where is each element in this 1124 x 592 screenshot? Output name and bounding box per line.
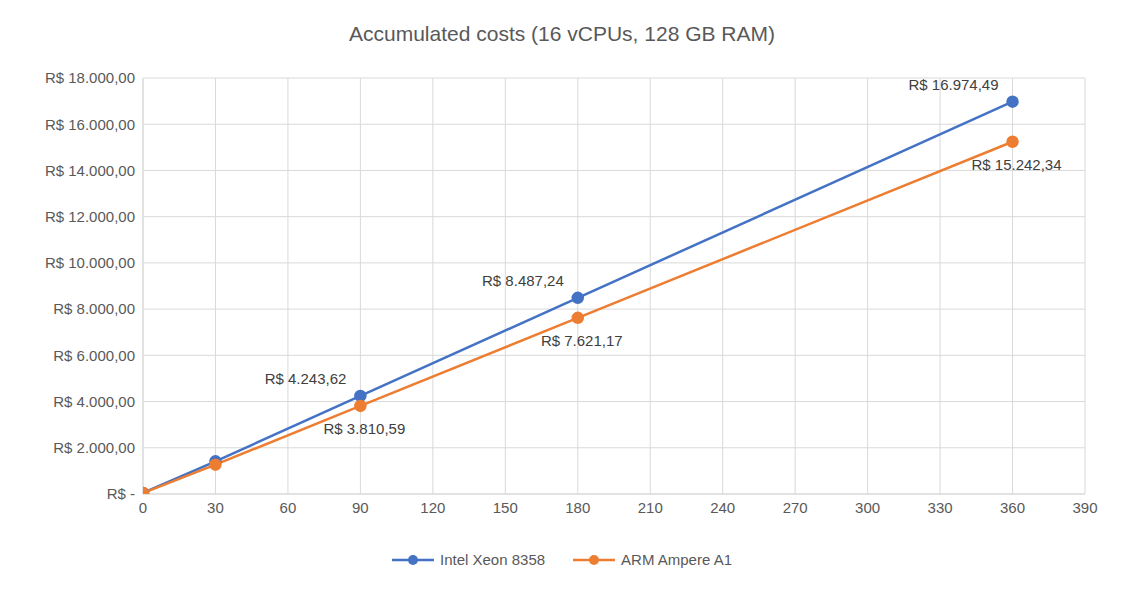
svg-text:R$ 4.000,00: R$ 4.000,00 xyxy=(53,393,135,410)
svg-text:60: 60 xyxy=(280,499,297,516)
svg-text:R$ 14.000,00: R$ 14.000,00 xyxy=(45,162,135,179)
svg-text:210: 210 xyxy=(638,499,663,516)
svg-text:120: 120 xyxy=(420,499,445,516)
svg-text:90: 90 xyxy=(352,499,369,516)
svg-text:R$ 18.000,00: R$ 18.000,00 xyxy=(45,69,135,86)
svg-text:R$ 8.487,24: R$ 8.487,24 xyxy=(482,272,564,289)
svg-text:R$ 3.810,59: R$ 3.810,59 xyxy=(324,420,406,437)
html-text:Accumulated costs (16 vCPUs, 1: Accumulated costs (16 vCPUs, 128 GB RAM) xyxy=(349,22,775,45)
svg-text:150: 150 xyxy=(493,499,518,516)
svg-text:360: 360 xyxy=(1000,499,1025,516)
svg-text:R$ 7.621,17: R$ 7.621,17 xyxy=(541,332,623,349)
svg-text:30: 30 xyxy=(207,499,224,516)
svg-text:R$ 8.000,00: R$ 8.000,00 xyxy=(53,300,135,317)
svg-text:300: 300 xyxy=(855,499,880,516)
svg-text:R$ 16.974,49: R$ 16.974,49 xyxy=(908,76,998,93)
svg-text:240: 240 xyxy=(710,499,735,516)
svg-text:R$ 2.000,00: R$ 2.000,00 xyxy=(53,439,135,456)
svg-text:R$ 12.000,00: R$ 12.000,00 xyxy=(45,208,135,225)
svg-text:R$ 6.000,00: R$ 6.000,00 xyxy=(53,347,135,364)
svg-text:R$ -: R$ - xyxy=(107,485,135,502)
svg-text:180: 180 xyxy=(565,499,590,516)
svg-text:R$ 15.242,34: R$ 15.242,34 xyxy=(971,156,1061,173)
svg-text:270: 270 xyxy=(783,499,808,516)
html-text:ARM Ampere A1: ARM Ampere A1 xyxy=(621,551,732,568)
svg-text:R$ 10.000,00: R$ 10.000,00 xyxy=(45,254,135,271)
svg-text:0: 0 xyxy=(139,499,147,516)
svg-text:330: 330 xyxy=(928,499,953,516)
svg-text:R$ 4.243,62: R$ 4.243,62 xyxy=(265,370,347,387)
svg-text:390: 390 xyxy=(1072,499,1097,516)
svg-text:R$ 16.000,00: R$ 16.000,00 xyxy=(45,116,135,133)
html-text:Intel Xeon 8358: Intel Xeon 8358 xyxy=(440,551,546,568)
